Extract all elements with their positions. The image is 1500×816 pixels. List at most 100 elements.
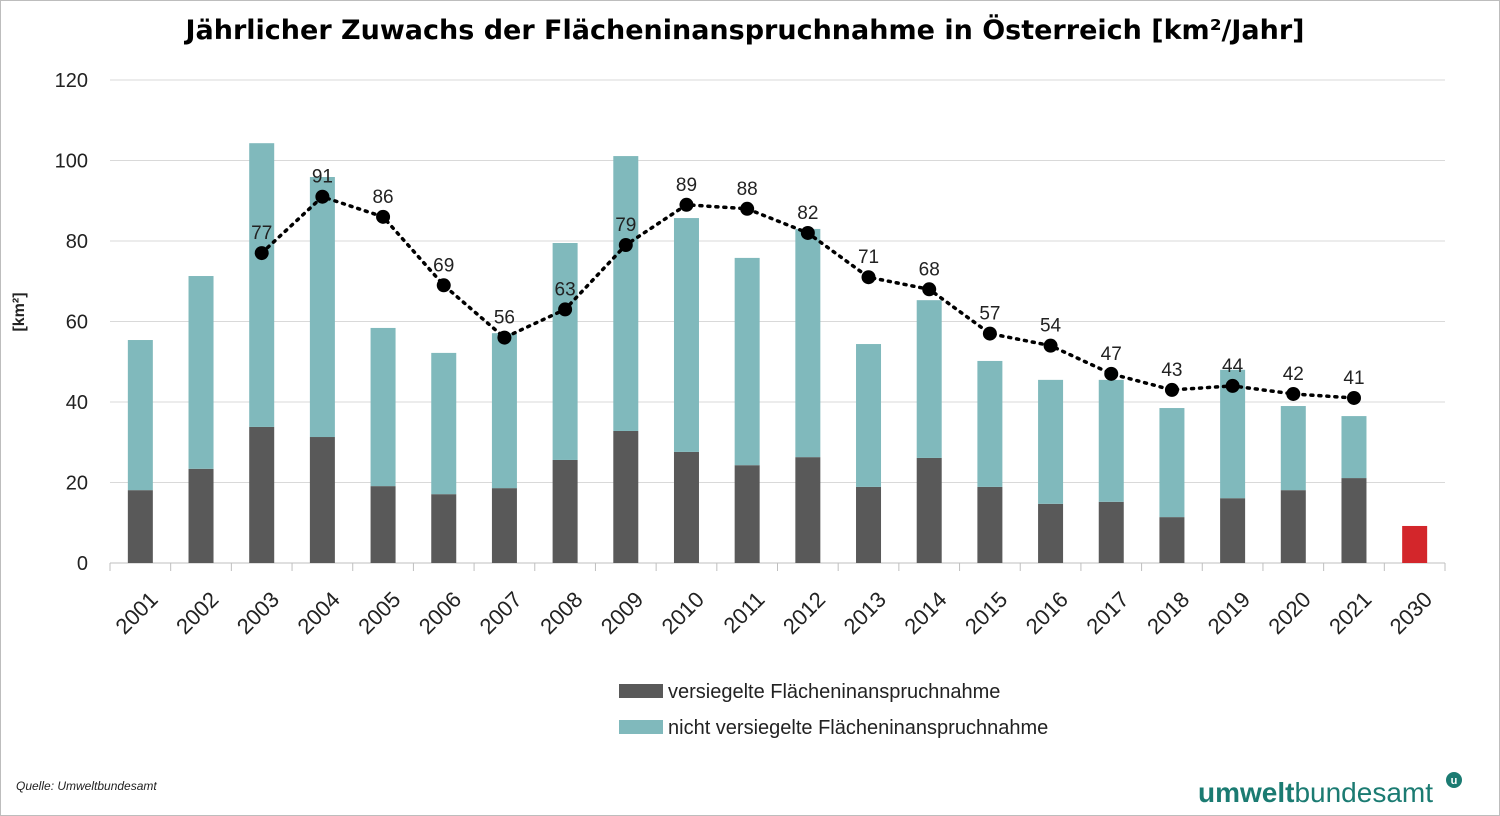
x-tick-label: 2007 <box>475 587 527 639</box>
data-label-2006: 69 <box>433 255 454 276</box>
bar-2013-series-1 <box>856 344 882 487</box>
bar-2013-series-0 <box>856 486 882 563</box>
data-label-2005: 86 <box>372 187 393 208</box>
chart-title: Jährlicher Zuwachs der Flächeninanspruch… <box>183 13 1304 46</box>
x-tick-label: 2014 <box>899 587 951 639</box>
bar-2008-series-1 <box>552 243 578 460</box>
trend-point-2016 <box>1043 338 1058 353</box>
bar-2008-series-0 <box>552 459 578 563</box>
bar-2017-series-1 <box>1098 379 1124 502</box>
bar-2006-series-0 <box>431 494 457 563</box>
bar-2018-series-0 <box>1159 517 1185 563</box>
y-axis-label: [km²] <box>11 292 28 331</box>
trend-point-2011 <box>740 201 755 216</box>
data-label-2008: 63 <box>555 279 576 300</box>
bar-2003-series-1 <box>249 143 275 427</box>
source-note: Quelle: Umweltbundesamt <box>16 779 157 793</box>
logo-regular: bundesamt <box>1294 777 1433 808</box>
bar-2016-series-1 <box>1038 379 1064 504</box>
data-label-2003: 77 <box>251 223 272 244</box>
trend-point-2012 <box>800 225 815 240</box>
bar-2009-series-0 <box>613 430 639 563</box>
y-tick-label: 100 <box>55 151 88 173</box>
bar-2010-series-0 <box>673 451 699 563</box>
trend-point-2007 <box>497 330 512 345</box>
trend-point-2009 <box>618 238 633 253</box>
y-tick-label: 20 <box>66 473 88 495</box>
x-tick-label: 2013 <box>839 587 891 639</box>
x-tick-label: 2011 <box>718 587 769 638</box>
bar-2017-series-0 <box>1098 501 1124 563</box>
data-label-2010: 89 <box>676 175 697 196</box>
bar-2016-series-0 <box>1038 503 1064 563</box>
x-tick-label: 2015 <box>960 587 1012 639</box>
bar-2002-series-1 <box>188 276 214 469</box>
bar-2007-series-0 <box>491 488 517 563</box>
y-tick-label: 80 <box>66 231 88 253</box>
bar-2019-series-0 <box>1220 498 1246 563</box>
trend-point-2021 <box>1346 390 1361 405</box>
bar-2030-series-2 <box>1402 525 1428 563</box>
legend-swatch-sealed <box>619 684 663 698</box>
legend-swatch-unsealed <box>619 720 663 734</box>
bar-2001-series-1 <box>127 340 153 491</box>
trend-point-2004 <box>315 189 330 204</box>
bar-2003-series-0 <box>249 426 275 563</box>
data-label-2012: 82 <box>797 203 818 224</box>
x-tick-label: 2019 <box>1203 587 1255 639</box>
data-label-2016: 54 <box>1040 316 1062 337</box>
bar-2020-series-1 <box>1280 406 1306 491</box>
bar-2004-series-1 <box>309 177 335 438</box>
bar-2010-series-1 <box>673 218 699 452</box>
y-tick-label: 120 <box>55 70 88 92</box>
bar-2002-series-0 <box>188 468 214 563</box>
legend-label-sealed: versiegelte Flächeninanspruchnahme <box>668 681 1000 703</box>
bar-2014-series-0 <box>916 457 942 563</box>
bar-2021-series-0 <box>1341 478 1367 563</box>
bar-2012-series-1 <box>795 228 821 458</box>
bar-2009-series-1 <box>613 156 639 431</box>
logo-mark-letter: u <box>1451 775 1458 787</box>
data-label-2015: 57 <box>979 304 1000 325</box>
x-tick-label: 2006 <box>414 587 466 639</box>
data-label-2004: 91 <box>312 167 333 188</box>
trend-point-2013 <box>861 270 876 285</box>
bar-2015-series-1 <box>977 360 1003 487</box>
x-tick-label: 2012 <box>778 587 830 639</box>
trend-point-2017 <box>1104 366 1119 381</box>
legend-label-unsealed: nicht versiegelte Flächeninanspruchnahme <box>668 717 1048 739</box>
trend-point-2010 <box>679 197 694 212</box>
trend-point-2018 <box>1164 382 1179 397</box>
bar-2020-series-0 <box>1280 490 1306 563</box>
data-label-2018: 43 <box>1161 360 1182 381</box>
bar-2007-series-1 <box>491 333 517 489</box>
data-label-2014: 68 <box>919 259 940 280</box>
y-tick-label: 60 <box>66 312 88 334</box>
x-tick-label: 2004 <box>293 587 345 639</box>
bar-2011-series-1 <box>734 257 760 466</box>
trend-point-2019 <box>1225 378 1240 393</box>
svg-text:umweltbundesamt: umweltbundesamt <box>1198 777 1433 808</box>
data-label-2020: 42 <box>1283 364 1304 385</box>
x-tick-label: 2010 <box>657 587 709 639</box>
bar-2021-series-1 <box>1341 416 1367 479</box>
bar-2014-series-1 <box>916 300 942 458</box>
x-tick-label: 2030 <box>1385 587 1437 639</box>
trend-point-2014 <box>922 282 937 297</box>
logo-mark-icon <box>1446 772 1462 788</box>
bar-2004-series-0 <box>309 437 335 563</box>
x-tick-label: 2001 <box>110 587 162 639</box>
x-tick-label: 2020 <box>1263 587 1315 639</box>
bar-2012-series-0 <box>795 457 821 563</box>
bar-2018-series-1 <box>1159 408 1185 518</box>
trend-point-2015 <box>982 326 997 341</box>
x-tick-label: 2008 <box>535 587 587 639</box>
data-label-2009: 79 <box>615 215 636 236</box>
trend-point-2003 <box>254 246 269 261</box>
bar-2001-series-0 <box>127 490 153 563</box>
trend-point-2008 <box>558 302 573 317</box>
data-label-2011: 88 <box>737 179 758 200</box>
data-label-2017: 47 <box>1101 344 1122 365</box>
bar-2011-series-0 <box>734 465 760 563</box>
